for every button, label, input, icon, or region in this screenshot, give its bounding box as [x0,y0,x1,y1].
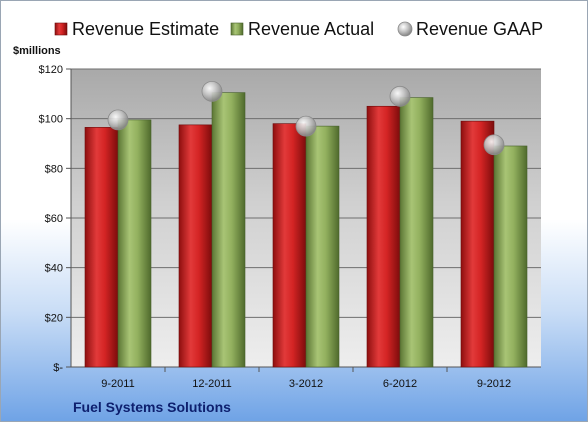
y-tick-label: $- [53,362,63,374]
y-tick-label: $80 [45,163,63,175]
bar-revenue-estimate [84,127,119,368]
legend-label-revenue-gaap: Revenue GAAP [416,19,543,39]
x-tick-label: 12-2011 [192,378,232,390]
x-tick-label: 9-2011 [101,378,134,390]
x-tick-label: 3-2012 [289,378,323,390]
bar-revenue-actual [305,125,340,368]
marker-revenue-gaap [201,80,223,102]
bar-revenue-actual [117,119,152,368]
bar-revenue-estimate [272,123,307,368]
company-name: Fuel Systems Solutions [73,399,231,415]
marker-revenue-gaap [389,85,411,107]
y-tick-label: $60 [45,213,63,225]
marker-revenue-gaap [107,109,129,131]
bar-revenue-actual [399,97,434,368]
legend-label-revenue-estimate: Revenue Estimate [72,19,219,39]
legend-swatch-revenue-estimate [54,22,68,36]
bar-revenue-estimate [178,124,213,368]
marker-revenue-gaap [483,134,505,156]
x-tick-label: 6-2012 [383,378,417,390]
legend-swatch-revenue-gaap [397,21,413,37]
plot-area: $- $20 $40 $60 $80 $100 $120 9-2011 12-2011 3-201… [39,64,541,390]
bar-revenue-estimate [366,105,401,368]
y-tick-label: $40 [45,263,63,275]
legend: Revenue Estimate Revenue Actual Revenue GA… [54,19,543,39]
bar-revenue-actual [493,145,528,368]
marker-revenue-gaap [295,115,317,137]
bar-revenue-actual [211,92,246,368]
y-tick-label: $100 [39,114,63,126]
x-tick-label: 9-2012 [477,378,511,390]
y-tick-label: $20 [45,312,63,324]
bar-revenue-estimate [460,120,495,368]
legend-label-revenue-actual: Revenue Actual [248,19,374,39]
y-axis-unit-label: $millions [13,45,61,57]
y-tick-label: $120 [39,64,63,76]
legend-swatch-revenue-actual [230,22,244,36]
